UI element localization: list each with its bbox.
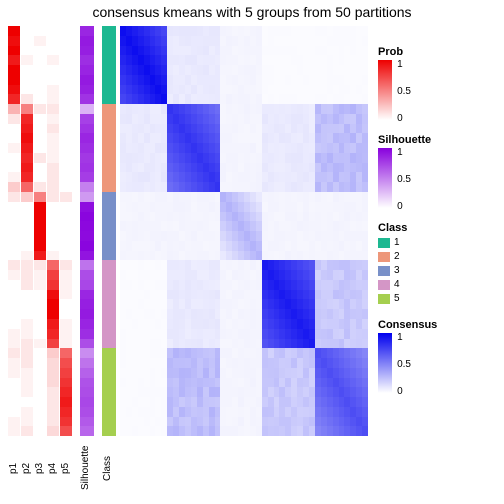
legend-consensus: Consensus 10.50 (378, 319, 498, 393)
legend-silhouette: Silhouette 10.50 (378, 134, 498, 208)
column-labels: p1p2p3p4p5 Silhouette Class (8, 440, 116, 496)
prob-col-p2 (21, 26, 33, 436)
chart-title: consensus kmeans with 5 groups from 50 p… (0, 4, 504, 20)
silhouette-col (80, 26, 94, 436)
class-swatch-4: 4 (378, 278, 498, 291)
col-label-p2: p2 (21, 440, 33, 496)
legend-class: Class 12345 (378, 222, 498, 305)
col-label-class: Class (102, 440, 116, 496)
legend-prob: Prob 10.50 (378, 46, 498, 120)
legend-prob-title: Prob (378, 46, 498, 58)
legends: Prob 10.50 Silhouette 10.50 Class 12345 … (378, 46, 498, 407)
prob-col-p5 (60, 26, 72, 436)
consensus-heatmap (120, 26, 368, 436)
legend-sil-gradient (378, 148, 392, 208)
prob-col-p3 (34, 26, 46, 436)
col-label-p1: p1 (8, 440, 20, 496)
class-swatch-3: 3 (378, 264, 498, 277)
legend-prob-gradient (378, 60, 392, 120)
prob-col-p1 (8, 26, 20, 436)
legend-class-title: Class (378, 222, 498, 234)
col-label-p5: p5 (60, 440, 72, 496)
class-col (102, 26, 116, 436)
class-swatch-2: 2 (378, 250, 498, 263)
legend-cons-title: Consensus (378, 319, 498, 331)
prob-col-p4 (47, 26, 59, 436)
legend-cons-gradient (378, 333, 392, 393)
legend-class-swatches: 12345 (378, 236, 498, 305)
class-swatch-1: 1 (378, 236, 498, 249)
annotation-columns (8, 26, 116, 436)
col-label-p3: p3 (34, 440, 46, 496)
col-label-silhouette: Silhouette (80, 440, 94, 496)
col-label-p4: p4 (47, 440, 59, 496)
class-swatch-5: 5 (378, 292, 498, 305)
plot-area (8, 26, 368, 436)
legend-sil-title: Silhouette (378, 134, 498, 146)
